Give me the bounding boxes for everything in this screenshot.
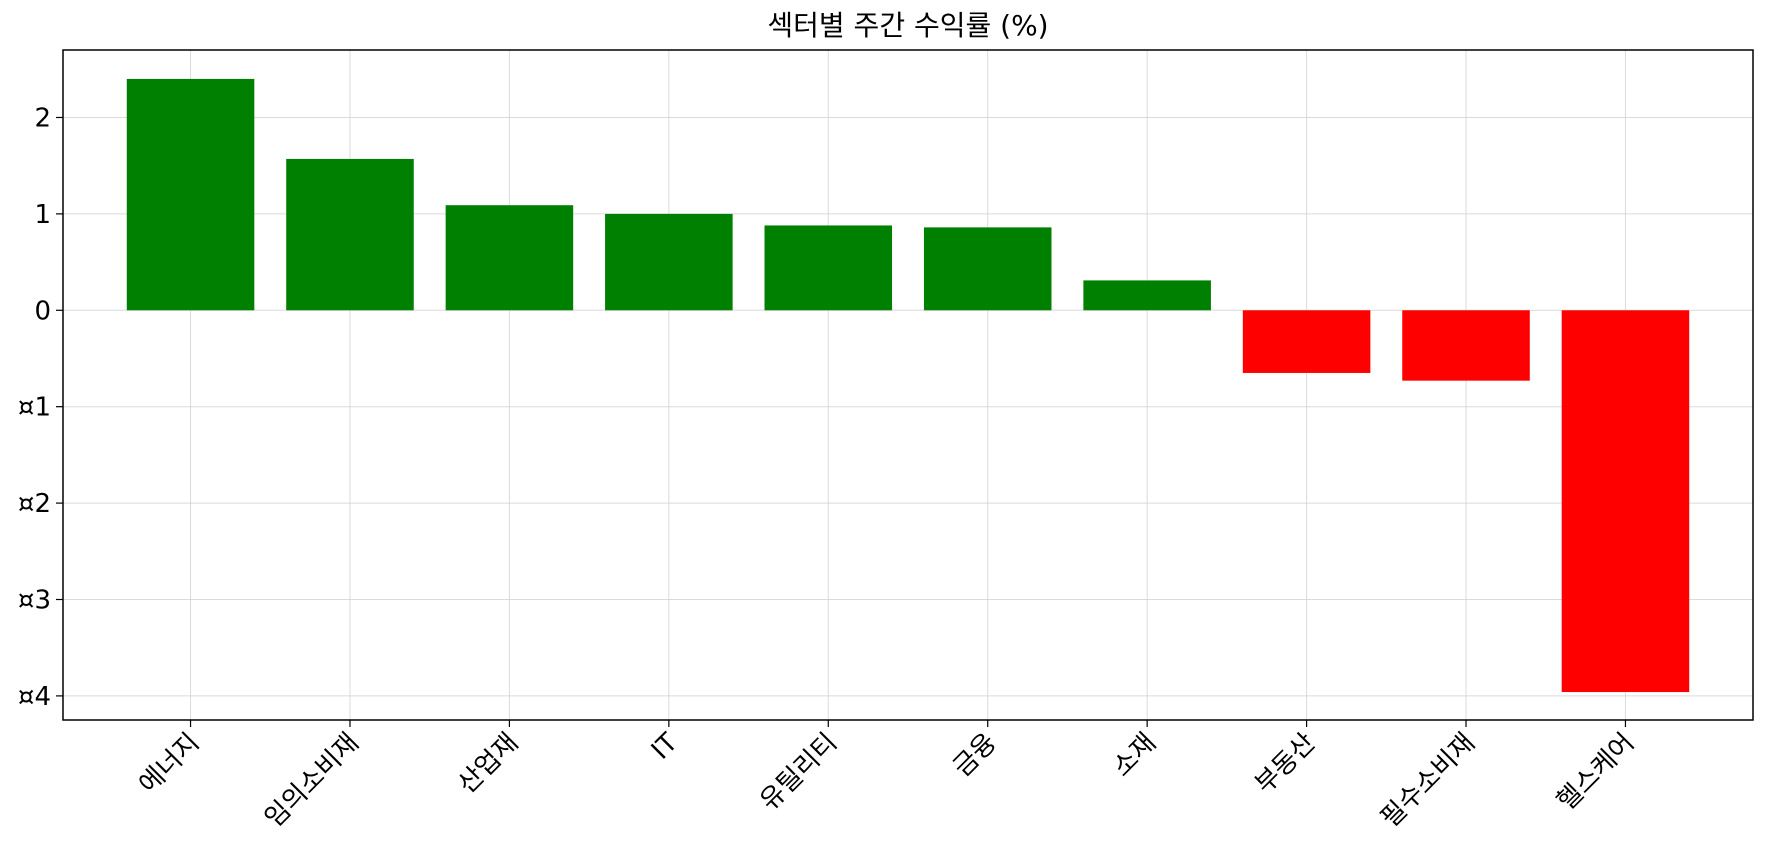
bar bbox=[1083, 280, 1211, 311]
y-tick-label: 1 bbox=[34, 200, 51, 230]
y-tick-label: ¤4 bbox=[18, 682, 51, 712]
bar bbox=[286, 158, 414, 311]
y-tick-label: ¤1 bbox=[18, 393, 51, 423]
y-tick-label: ¤3 bbox=[18, 585, 51, 615]
x-tick-label: 부동산 bbox=[1250, 728, 1322, 800]
grid bbox=[63, 50, 1753, 720]
x-tick-label: 헬스케어 bbox=[1552, 728, 1641, 817]
x-tick-label: 유틸리티 bbox=[754, 728, 843, 817]
y-tick-label: 0 bbox=[34, 296, 51, 326]
x-tick-label: 에너지 bbox=[134, 728, 206, 800]
bar bbox=[126, 78, 255, 311]
y-tick-label: 2 bbox=[34, 103, 51, 133]
x-tick-label: 소재 bbox=[1107, 728, 1162, 783]
x-tick-label: 금융 bbox=[948, 728, 1003, 783]
bar bbox=[923, 227, 1052, 311]
bar bbox=[1561, 310, 1690, 693]
bars bbox=[126, 78, 1690, 693]
x-tick-label: 산업재 bbox=[452, 728, 524, 800]
plot-frame bbox=[62, 49, 1754, 721]
bar bbox=[764, 225, 893, 311]
x-tick-label: 임의소비재 bbox=[259, 728, 365, 834]
bar bbox=[605, 213, 733, 311]
chart-title: 섹터별 주간 수익률 (%) bbox=[767, 9, 1048, 42]
y-axis: 2 1 0 ¤1 ¤2 ¤3 ¤4 bbox=[18, 103, 63, 712]
bar bbox=[1242, 310, 1371, 373]
y-tick-label: ¤2 bbox=[18, 489, 51, 519]
x-tick-label: 필수소비재 bbox=[1375, 728, 1481, 834]
bar bbox=[445, 205, 574, 311]
bar bbox=[1402, 310, 1530, 381]
x-tick-label: IT bbox=[646, 728, 684, 766]
x-axis: 에너지 임의소비재 산업재 IT 유틸리티 금융 소재 부동산 필수소비재 헬스케어 bbox=[134, 720, 1641, 834]
